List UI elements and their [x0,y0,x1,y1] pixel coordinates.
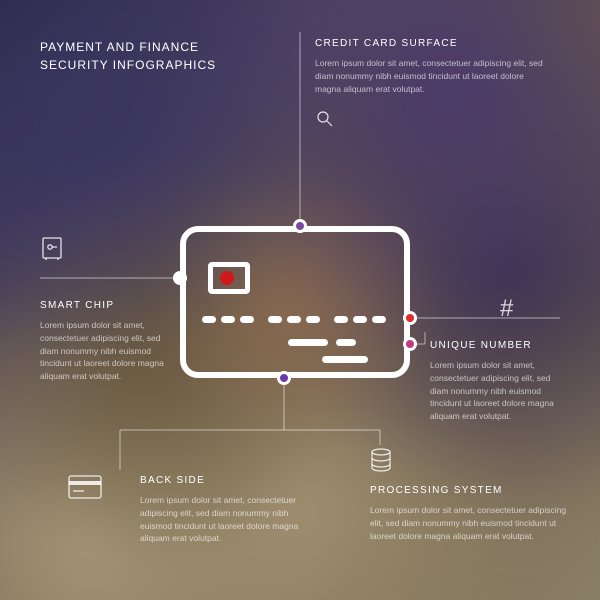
hash-icon: # [500,295,513,323]
card-back-icon [68,475,102,504]
card-frame [180,226,410,378]
card-number-row [202,316,386,323]
node-left [173,271,187,285]
chip-dot [220,271,234,285]
section-smart-chip: SMART CHIP Lorem ipsum dolor sit amet, c… [40,300,170,383]
section-title: CREDIT CARD SURFACE [315,38,545,49]
section-body: Lorem ipsum dolor sit amet, consectetuer… [315,57,545,95]
section-title: SMART CHIP [40,300,170,311]
database-icon [370,448,392,477]
node-bottom [277,371,291,385]
card-meta-row [288,339,356,346]
infographic-stage: PAYMENT AND FINANCE SECURITY INFOGRAPHIC… [0,0,600,600]
section-body: Lorem ipsum dolor sit amet, consectetuer… [40,319,170,383]
node-right1 [403,311,417,325]
card-name-row [322,356,368,363]
safe-icon [40,235,66,266]
credit-card [180,226,410,378]
section-processing-system: PROCESSING SYSTEM Lorem ipsum dolor sit … [370,485,570,542]
section-back-side: BACK SIDE Lorem ipsum dolor sit amet, co… [140,475,310,545]
section-body: Lorem ipsum dolor sit amet, consectetuer… [140,494,310,545]
node-right2 [403,337,417,351]
section-title: PROCESSING SYSTEM [370,485,570,496]
section-body: Lorem ipsum dolor sit amet, consectetuer… [370,504,570,542]
section-body: Lorem ipsum dolor sit amet, consectetuer… [430,359,570,423]
magnifier-icon [315,109,545,134]
section-credit-card-surface: CREDIT CARD SURFACE Lorem ipsum dolor si… [315,38,545,134]
page-title: PAYMENT AND FINANCE SECURITY INFOGRAPHIC… [40,38,220,74]
section-title: BACK SIDE [140,475,310,486]
section-unique-number: UNIQUE NUMBER Lorem ipsum dolor sit amet… [430,340,570,423]
node-top [293,219,307,233]
section-title: UNIQUE NUMBER [430,340,570,351]
